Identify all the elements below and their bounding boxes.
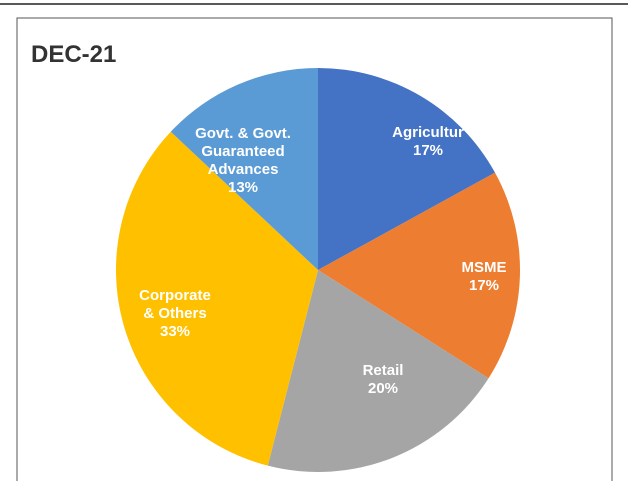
slice-label: Agricultur 17%: [392, 124, 464, 159]
slice-label: MSME 17%: [462, 259, 507, 294]
slice-category: MSME: [462, 259, 507, 276]
slice-label: Govt. & Govt. Guaranteed Advances 13%: [195, 125, 291, 196]
pie-slice: [115, 131, 318, 466]
slice-category: Govt. & Govt.: [195, 125, 291, 142]
slice-value: 17%: [469, 277, 499, 294]
slice-category: Guaranteed: [201, 143, 284, 160]
slice-value: 33%: [160, 323, 190, 340]
frame: [16, 17, 613, 481]
slice-category: & Others: [143, 305, 206, 322]
pie-slice: [318, 68, 496, 270]
slice-value: 13%: [228, 179, 258, 196]
slice-value: 17%: [413, 142, 443, 159]
slice-category: Corporate: [139, 287, 211, 304]
pie-slice: [170, 68, 318, 270]
pie-slice: [267, 270, 489, 472]
slice-value: 20%: [368, 380, 398, 397]
slice-category: Agricultur: [392, 124, 464, 141]
slice-label: Retail 20%: [363, 362, 404, 397]
slice-category: Retail: [363, 362, 404, 379]
chart-title: DEC-21: [31, 41, 116, 68]
slice-category: Advances: [208, 161, 279, 178]
pie-slice: [318, 172, 520, 379]
slice-label: Corporate & Others 33%: [139, 287, 211, 340]
